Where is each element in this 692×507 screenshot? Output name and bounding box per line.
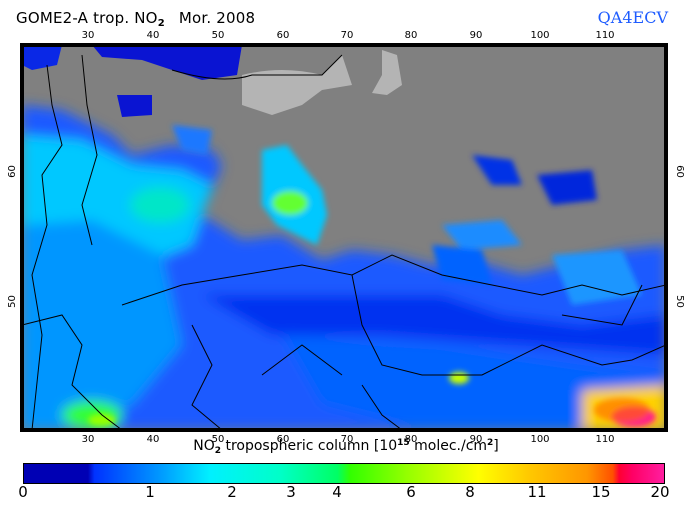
cbar-title-sub: 2	[214, 446, 221, 456]
top-tick-100: 100	[530, 30, 550, 41]
cbar-label-1: 1	[145, 483, 155, 501]
no2-field	[22, 105, 666, 430]
urals-blob	[262, 145, 327, 245]
map-canvas	[22, 45, 666, 430]
cbar-title-middle: tropospheric column [10	[221, 438, 398, 454]
cbar-label-15: 15	[591, 483, 611, 501]
bottom-tick-50: 50	[211, 434, 225, 445]
kola-blue	[92, 45, 242, 80]
brand-label: QA4ECV	[597, 8, 668, 27]
title-prefix: GOME2-A trop. NO	[16, 9, 158, 27]
cbar-label-4: 4	[332, 483, 342, 501]
cbar-title-unit-sup: 2	[487, 438, 494, 448]
right-tick-50: 50	[673, 295, 685, 308]
top-tick-50: 50	[211, 30, 225, 41]
cbar-label-8: 8	[465, 483, 475, 501]
bottom-tick-110: 110	[595, 434, 615, 445]
cbar-label-2: 2	[227, 483, 237, 501]
white-sea-area	[242, 55, 352, 115]
colorbar	[23, 463, 665, 484]
title-period: Mor. 2008	[178, 9, 256, 27]
bottom-tick-90: 90	[469, 434, 483, 445]
scandinavia-blue	[22, 45, 62, 70]
top-tick-60: 60	[276, 30, 290, 41]
no2-map[interactable]	[20, 43, 668, 432]
top-tick-70: 70	[340, 30, 354, 41]
boundaries	[22, 54, 666, 430]
right-tick-60: 60	[673, 165, 685, 178]
cbar-label-0: 0	[18, 483, 28, 501]
bottom-tick-40: 40	[146, 434, 160, 445]
top-tick-30: 30	[81, 30, 95, 41]
left-tick-60: 60	[6, 165, 18, 178]
cbar-label-6: 6	[406, 483, 416, 501]
bottom-tick-80: 80	[404, 434, 418, 445]
cbar-label-11: 11	[527, 483, 547, 501]
bottom-tick-70: 70	[340, 434, 354, 445]
top-tick-110: 110	[595, 30, 615, 41]
siberia-patches	[172, 125, 642, 305]
bottom-tick-100: 100	[530, 434, 550, 445]
cbar-title-sup: 15	[397, 438, 410, 448]
cbar-label-3: 3	[286, 483, 296, 501]
cbar-title-unit: molec./cm	[409, 438, 488, 454]
top-tick-90: 90	[469, 30, 483, 41]
top-tick-40: 40	[146, 30, 160, 41]
bottom-tick-30: 30	[81, 434, 95, 445]
top-tick-80: 80	[404, 30, 418, 41]
cbar-title-end: ]	[493, 438, 499, 454]
cbar-label-20: 20	[650, 483, 670, 501]
left-tick-50: 50	[6, 295, 18, 308]
title-subscript: 2	[157, 18, 165, 29]
frame-graduation	[22, 45, 666, 430]
map-title: GOME2-A trop. NO2 Mor. 2008	[16, 9, 255, 29]
bottom-tick-60: 60	[276, 434, 290, 445]
cbar-title-prefix: NO	[193, 438, 215, 454]
white-sea-blue	[117, 95, 152, 117]
ob-gulf	[372, 50, 402, 95]
colorbar-title: NO2 tropospheric column [1015 molec./cm2…	[0, 438, 692, 456]
